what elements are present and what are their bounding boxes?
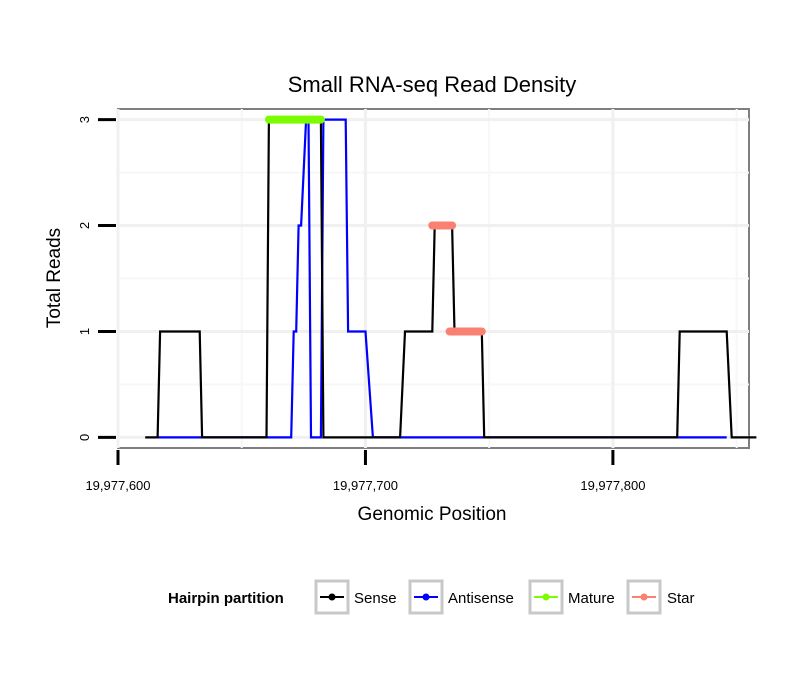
legend-label-antisense: Antisense <box>448 590 514 607</box>
legend-label-mature: Mature <box>568 590 615 607</box>
series-group <box>145 115 757 439</box>
legend-label-star: Star <box>667 590 695 607</box>
y-tick-label: 3 <box>77 116 92 123</box>
x-axis-title: Genomic Position <box>358 504 507 525</box>
series-antisense-line <box>157 118 727 439</box>
legend: Hairpin partition Sense Antisense Mature St… <box>168 579 695 615</box>
legend-key-point-mature <box>542 593 550 601</box>
y-axis: 0 1 2 3 <box>77 116 116 441</box>
x-axis: 19,977,600 19,977,700 19,977,800 <box>85 450 645 493</box>
legend-label-sense: Sense <box>354 590 397 607</box>
x-tick-label: 19,977,800 <box>580 478 645 493</box>
series-sense-line <box>145 118 757 439</box>
legend-title: Hairpin partition <box>168 590 284 607</box>
legend-entry-star: Star <box>626 579 695 615</box>
y-tick-label: 0 <box>77 434 92 441</box>
y-tick-label: 1 <box>77 328 92 335</box>
legend-key-mature <box>528 579 564 615</box>
x-tick-label: 19,977,600 <box>85 478 150 493</box>
legend-entry-mature: Mature <box>528 579 615 615</box>
y-tick-label: 2 <box>77 222 92 229</box>
legend-entry-antisense: Antisense <box>408 579 514 615</box>
chart-title: Small RNA-seq Read Density <box>288 72 577 97</box>
legend-key-point-star <box>640 593 648 601</box>
legend-key-point-antisense <box>422 593 430 601</box>
x-tick-label: 19,977,700 <box>333 478 398 493</box>
legend-entry-sense: Sense <box>314 579 397 615</box>
y-axis-title: Total Reads <box>44 228 65 328</box>
legend-entries: Sense Antisense Mature Star <box>314 579 695 615</box>
legend-key-point-sense <box>328 593 336 601</box>
